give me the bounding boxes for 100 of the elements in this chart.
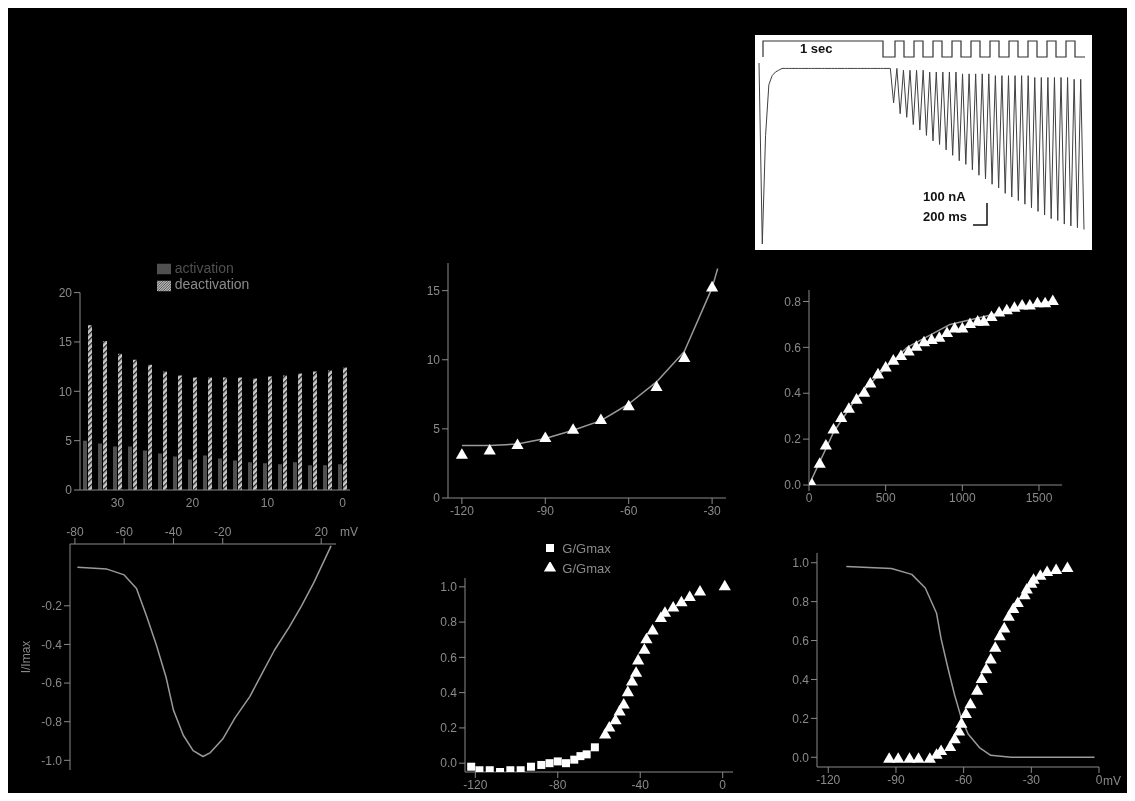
y-tick-label: 5 (433, 422, 441, 437)
point (912, 752, 925, 763)
point (944, 740, 957, 752)
y-tick-label: 0.2 (784, 432, 802, 447)
point (858, 386, 871, 397)
point (1027, 573, 1040, 584)
point (883, 752, 896, 763)
bar (188, 459, 192, 490)
y-tick-label: 0.6 (792, 633, 810, 648)
x-tick-label: -30 (703, 503, 722, 518)
point (864, 377, 877, 388)
point (594, 413, 607, 425)
y-tick-label: 1.0 (440, 580, 458, 595)
point (625, 675, 639, 686)
point (980, 662, 993, 674)
x-tick-label: -80 (66, 525, 84, 539)
bar (323, 465, 327, 490)
annotation: 200 ms (923, 209, 968, 224)
bar (173, 456, 177, 490)
legend-label: G/Gmax (562, 540, 611, 556)
x-tick-label: -80 (549, 777, 567, 792)
bar (103, 340, 107, 490)
point (1034, 569, 1047, 580)
bar (293, 462, 297, 490)
point (483, 443, 496, 455)
x-tick-label: 0 (719, 777, 727, 792)
x-tick-label: -30 (1022, 772, 1041, 787)
x-tick-label: -40 (164, 525, 183, 539)
point (842, 402, 855, 413)
y-axis-title: I/Imax (19, 640, 34, 674)
y-tick-label: 0.2 (440, 721, 458, 736)
point (545, 759, 554, 768)
x-tick-label: 0 (339, 495, 347, 510)
bar (218, 458, 222, 490)
bar (83, 440, 87, 490)
y-tick-label: -1.0 (41, 753, 63, 768)
bar (148, 364, 152, 490)
point (562, 759, 571, 768)
y-tick-label: -0.8 (41, 714, 63, 729)
y-tick-label: 15 (426, 283, 441, 298)
point (640, 632, 653, 644)
point (1023, 299, 1036, 310)
point (894, 349, 908, 361)
x-tick-label: 20 (314, 525, 329, 539)
bar (268, 376, 272, 490)
x-tick-label: 10 (260, 495, 275, 510)
bar (143, 450, 147, 490)
point (632, 653, 645, 665)
point (993, 629, 1006, 641)
point (977, 315, 990, 326)
point (693, 585, 707, 596)
x-tick-label: -120 (449, 503, 475, 518)
x-tick-label: 1000 (948, 490, 976, 505)
y-tick-label: -0.4 (41, 637, 63, 652)
x-tick-label: -20 (214, 525, 232, 539)
bar (118, 353, 122, 490)
bar (203, 455, 207, 490)
line-series (76, 545, 332, 758)
y-tick-label: 0.4 (792, 672, 810, 687)
x-tick-label: 0 (1095, 772, 1103, 787)
bar (338, 464, 342, 490)
bar (238, 377, 242, 490)
text: 1 sec (800, 41, 833, 56)
y-tick-label: 0.4 (440, 685, 458, 700)
y-tick-label: -0.2 (41, 599, 63, 614)
x-tick-label: -120 (816, 772, 841, 787)
point (537, 760, 546, 769)
point (887, 354, 900, 365)
legend-label: G/Gmax (562, 560, 611, 576)
point (526, 762, 535, 771)
point (706, 280, 719, 292)
y-tick-label: 0.8 (792, 594, 810, 609)
bar (208, 377, 212, 490)
point (963, 317, 977, 328)
bar (193, 377, 197, 490)
point (985, 310, 998, 322)
bar (133, 359, 137, 490)
bar (158, 453, 162, 490)
x-tick-label: 500 (875, 490, 896, 505)
x-tick-label: -90 (887, 772, 905, 787)
point (850, 393, 863, 404)
point (638, 643, 651, 654)
bar (308, 465, 312, 490)
legend-label: deactivation (174, 276, 250, 293)
y-tick-label: 15 (58, 335, 73, 350)
point (678, 351, 691, 362)
point (819, 438, 832, 450)
bar (263, 463, 267, 490)
point (650, 380, 663, 391)
point (613, 705, 626, 716)
point (630, 666, 643, 677)
point (683, 590, 696, 601)
y-tick-label: 0.4 (784, 386, 802, 401)
y-tick-label: 0.6 (440, 650, 458, 665)
x-tick-label: 1500 (1025, 490, 1053, 505)
point (621, 685, 634, 697)
point (467, 762, 476, 771)
point (964, 697, 977, 709)
bar (163, 371, 167, 490)
point (590, 743, 599, 752)
